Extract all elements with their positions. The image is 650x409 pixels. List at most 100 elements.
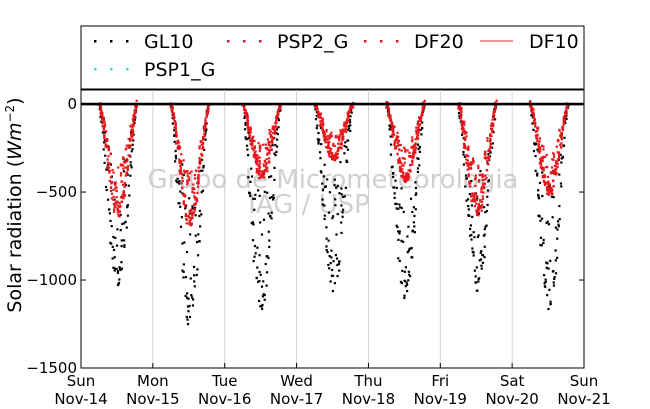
data-point	[186, 215, 189, 218]
data-point	[398, 259, 401, 263]
data-point	[189, 209, 193, 212]
data-point	[247, 131, 250, 134]
data-point	[203, 129, 206, 132]
data-point	[546, 262, 549, 265]
data-point	[467, 173, 470, 176]
data-point	[423, 99, 426, 102]
data-point	[107, 161, 110, 164]
y-axis: 0 −500 −1000 −1500	[26, 95, 584, 377]
data-point	[554, 164, 558, 167]
data-point	[265, 158, 268, 161]
data-point	[255, 276, 258, 280]
data-point	[474, 281, 477, 284]
data-point	[407, 270, 410, 273]
data-point	[268, 157, 271, 160]
data-point	[109, 176, 113, 179]
data-point	[322, 135, 325, 138]
data-point	[251, 141, 254, 144]
data-point	[257, 177, 261, 180]
data-point	[342, 208, 345, 211]
data-point	[203, 148, 206, 151]
data-point	[255, 171, 258, 174]
data-point	[550, 189, 553, 193]
data-point	[414, 186, 418, 190]
data-point	[479, 251, 482, 254]
data-point	[545, 266, 548, 269]
data-point	[258, 254, 261, 257]
data-point	[531, 108, 534, 111]
data-point	[333, 144, 336, 147]
data-point	[412, 206, 415, 209]
data-point	[469, 182, 472, 185]
data-point	[418, 145, 421, 148]
data-point	[175, 130, 178, 133]
data-point	[421, 113, 424, 117]
data-point	[533, 120, 536, 123]
data-point	[193, 206, 197, 209]
data-point	[551, 171, 555, 174]
data-point	[485, 224, 488, 227]
data-point	[330, 134, 333, 137]
data-point	[479, 173, 482, 177]
data-point	[389, 143, 393, 146]
data-point	[488, 148, 491, 151]
data-point	[173, 129, 176, 132]
data-point	[531, 122, 534, 125]
data-point	[198, 209, 201, 213]
data-point	[259, 175, 262, 178]
data-point	[411, 138, 414, 142]
data-point	[256, 246, 259, 249]
data-point	[350, 105, 353, 108]
data-point	[131, 124, 135, 127]
data-point	[406, 251, 409, 254]
data-point	[101, 122, 104, 125]
data-point	[536, 148, 539, 151]
data-point	[486, 137, 489, 140]
data-point	[467, 145, 470, 148]
data-point	[389, 153, 393, 156]
data-point	[270, 139, 274, 142]
data-point	[193, 173, 197, 177]
data-point	[543, 181, 546, 184]
data-point	[553, 277, 556, 280]
data-point	[178, 170, 181, 173]
data-point	[404, 285, 407, 288]
data-point	[474, 275, 477, 278]
data-point	[488, 140, 492, 143]
data-point	[458, 105, 462, 108]
data-point	[194, 234, 197, 237]
data-point	[186, 318, 189, 321]
data-point	[197, 181, 200, 185]
data-point	[387, 109, 391, 113]
data-point	[279, 109, 282, 112]
data-point	[543, 273, 546, 277]
data-point	[130, 131, 133, 134]
data-point	[332, 144, 335, 147]
data-point	[331, 155, 334, 158]
data-point	[398, 232, 401, 235]
data-point	[557, 139, 560, 142]
data-point	[491, 128, 494, 132]
data-point	[457, 105, 460, 108]
legend-swatch	[126, 40, 129, 43]
data-point	[339, 146, 342, 149]
data-point	[562, 144, 566, 147]
data-point	[485, 160, 489, 163]
data-point	[258, 167, 261, 170]
data-point	[552, 196, 555, 199]
data-point	[555, 160, 558, 163]
data-point	[261, 307, 264, 311]
data-point	[202, 166, 205, 169]
data-point	[403, 161, 406, 164]
data-point	[400, 162, 403, 165]
data-point	[487, 163, 490, 166]
data-point	[185, 250, 189, 254]
data-point	[172, 118, 175, 121]
data-point	[489, 133, 492, 136]
data-point	[556, 228, 559, 231]
data-point	[347, 113, 350, 116]
data-point	[340, 221, 343, 224]
data-point	[474, 184, 477, 188]
data-point	[477, 280, 480, 283]
data-point	[186, 296, 189, 299]
